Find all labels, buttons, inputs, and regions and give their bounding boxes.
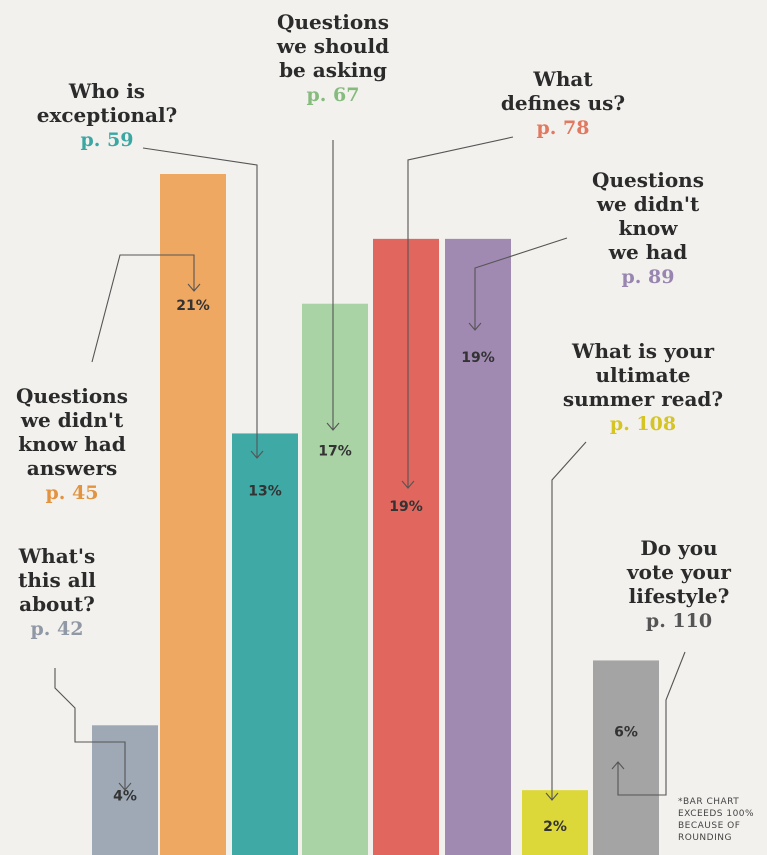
category-label: Questions we should be asking (276, 10, 389, 82)
labels-layer: What's this all about?p. 42 Questions we did… (16, 10, 731, 640)
category-label: What defines us? (501, 67, 625, 115)
footnote-line: EXCEEDS 100% (678, 809, 754, 819)
page-reference: p. 45 (46, 482, 99, 504)
bars-layer: 4% 21% 13% 17% 19% 19% 2% 6% (92, 174, 659, 855)
leader-line (142, 147, 258, 458)
bar-value-label: 21% (176, 298, 210, 314)
page-reference: p. 67 (307, 84, 360, 106)
category-label: What's this all about? (18, 544, 97, 616)
page-reference: p. 108 (610, 413, 676, 435)
leader-line (91, 254, 195, 363)
leader-line (617, 651, 686, 796)
bar (160, 174, 226, 855)
category-label: Questions we didn't know had answers (16, 384, 128, 480)
arrow-head (118, 782, 132, 791)
bar-value-label: 13% (248, 483, 282, 499)
arrow-head (187, 283, 201, 292)
category-label: Who is exceptional? (37, 79, 178, 127)
page-reference: p. 89 (622, 266, 675, 288)
arrows-layer (54, 136, 686, 801)
page-reference: p. 59 (81, 129, 134, 151)
category-label: Do you vote your lifestyle? (626, 536, 731, 608)
leader-line (474, 237, 568, 330)
leader-line (407, 136, 514, 488)
bar (445, 238, 511, 855)
arrow-head (326, 422, 340, 431)
bar (302, 303, 368, 855)
footnote-line: BECAUSE OF (678, 821, 740, 831)
page-reference: p. 78 (537, 117, 590, 139)
footnote-line: ROUNDING (678, 833, 732, 843)
bar-value-label: 2% (543, 819, 567, 835)
page-reference: p. 110 (646, 610, 712, 632)
bar-value-label: 17% (318, 444, 352, 460)
category-label: What is your ultimate summer read? (563, 339, 723, 411)
bar (373, 238, 439, 855)
leader-line (54, 668, 126, 790)
category-label: Questions we didn't know we had (592, 168, 704, 264)
bar-value-label: 4% (113, 788, 137, 804)
bar (593, 660, 659, 855)
leader-line (551, 441, 587, 800)
footnote: *BAR CHART EXCEEDS 100% BECAUSE OF ROUND… (678, 797, 757, 843)
bar-value-label: 19% (461, 350, 495, 366)
bar-value-label: 6% (614, 724, 638, 740)
arrow-head (468, 322, 482, 331)
page-reference: p. 42 (31, 618, 84, 640)
arrow-head (611, 761, 625, 770)
arrow-head (250, 450, 264, 459)
bar (232, 433, 298, 855)
arrow-head (545, 792, 559, 801)
footnote-line: *BAR CHART (678, 797, 739, 807)
arrow-head (401, 480, 415, 489)
bar (522, 790, 588, 855)
bar-value-label: 19% (389, 499, 423, 515)
